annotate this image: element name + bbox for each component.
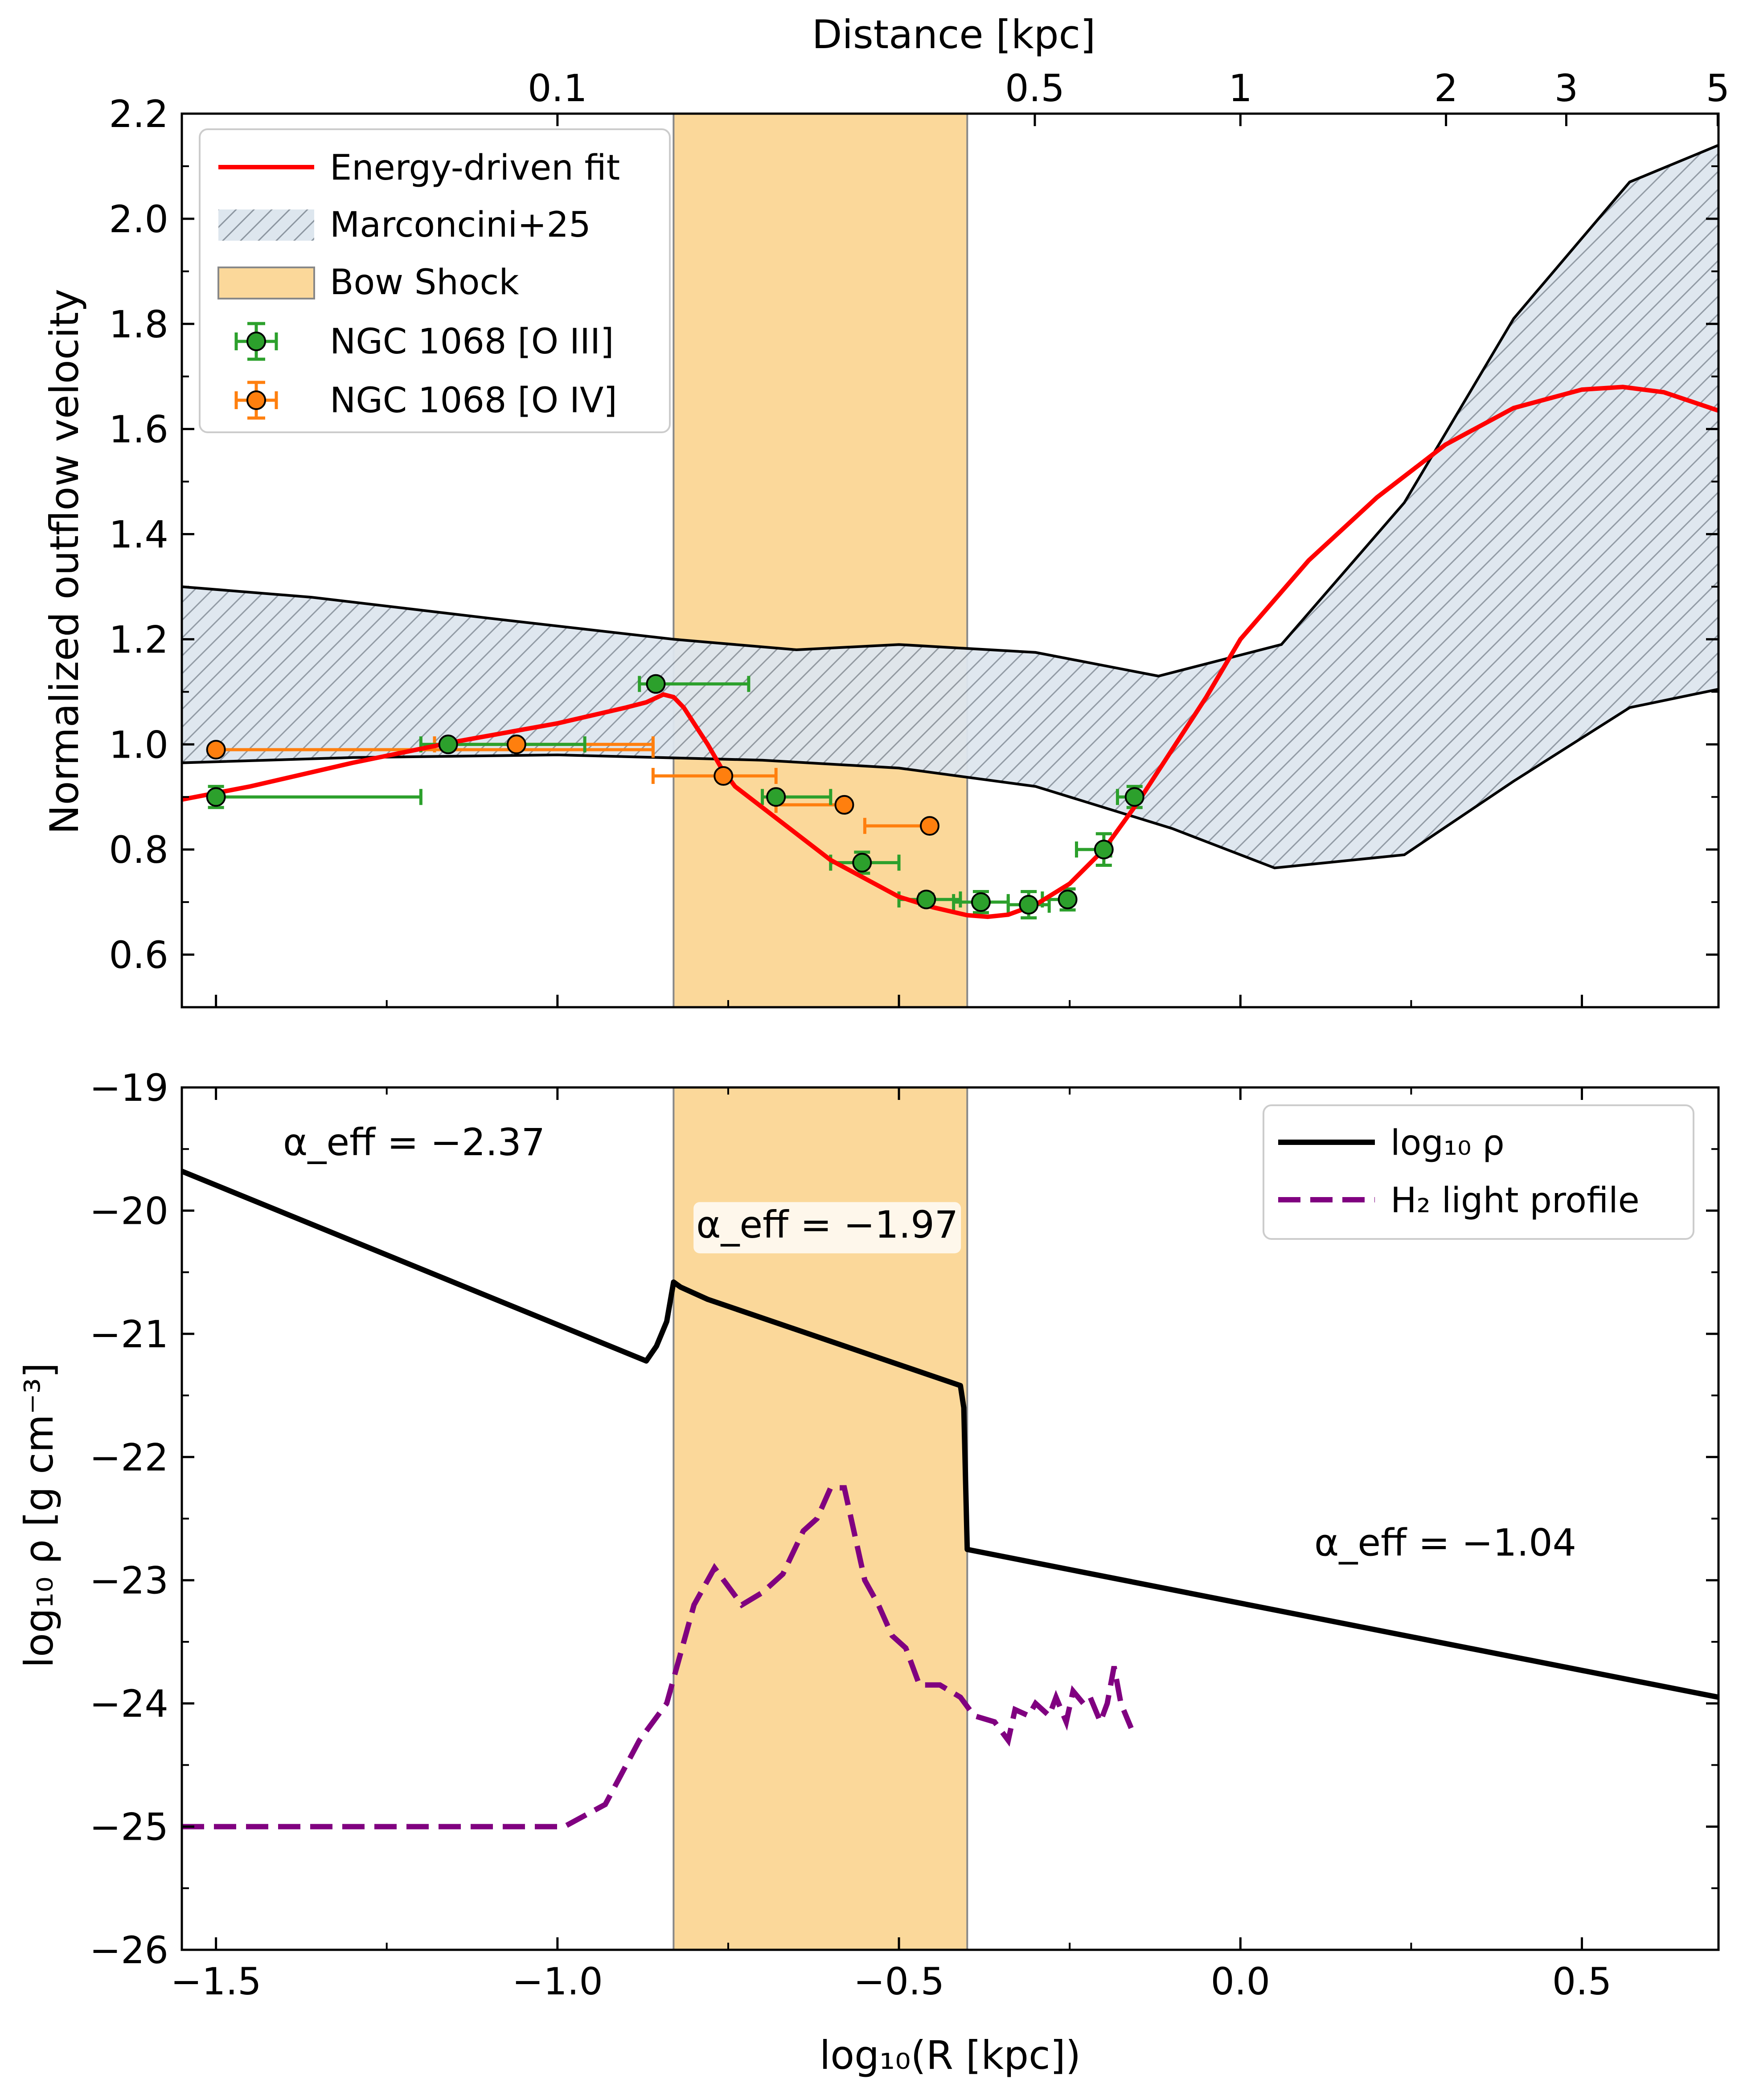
- distance-tick-label: 2: [1434, 66, 1458, 110]
- bottom-x-axis-title: log₁₀(R [kpc]): [820, 2032, 1081, 2078]
- energy-driven-fit-line: [182, 385, 1718, 919]
- alpha-annotations: α_eff = −2.37 α_eff = −1.97 α_eff = −1.04: [283, 1120, 1576, 1564]
- bottom-ytick-label: −20: [90, 1189, 168, 1233]
- bottom-ytick-label: −19: [90, 1066, 168, 1110]
- top-ytick-label: 1.0: [109, 723, 168, 767]
- bottom-xtick-label: 0.0: [1210, 1960, 1270, 2003]
- top-ytick-label: 1.2: [109, 618, 168, 661]
- oiii-point-10: [1124, 787, 1144, 807]
- oiii-point-5: [916, 890, 936, 910]
- bottom-xtick-label: −1.5: [171, 1960, 262, 2003]
- top-ytick-label: 2.2: [109, 92, 168, 136]
- oiii-point-9: [1094, 840, 1114, 860]
- band-upper-edge: [182, 144, 1718, 678]
- legend-oiv-label: NGC 1068 [O IV]: [330, 381, 617, 421]
- h2-light-profile-line: [182, 1485, 1134, 1829]
- oiii-point-1: [438, 734, 458, 755]
- bottom-panel: −26 −25 −24 −23 −22 −21 −20 −19 −1.5 −1.0 −0.5 0.0…: [16, 1000, 1720, 2078]
- legend-rho-label: log₁₀ ρ: [1390, 1123, 1505, 1163]
- top-distance-ticks: 0.1 0.5 1 2 3 5: [215, 66, 1730, 1007]
- oiv-point-0: [206, 740, 226, 760]
- legend-band-swatch: [218, 209, 314, 241]
- oiii-point-2: [646, 674, 666, 694]
- bottom-ytick-label: −21: [90, 1312, 168, 1356]
- distance-tick-label: 0.1: [528, 66, 587, 110]
- annotation-label-2: α_eff = −1.04: [1314, 1521, 1576, 1564]
- legend-shock-label: Bow Shock: [330, 262, 519, 303]
- bottom-legend-frame: [1263, 1104, 1694, 1240]
- oiv-point-2: [714, 766, 734, 786]
- oiii-point-6: [971, 892, 991, 912]
- legend-fit-label: Energy-driven fit: [330, 148, 620, 188]
- top-axis-title: Distance [kpc]: [812, 12, 1096, 57]
- oiv-point-3: [834, 795, 854, 815]
- bow-shock-region-top: [673, 113, 968, 1008]
- bottom-xtick-label: −1.0: [512, 1960, 603, 2003]
- bottom-ytick-label: −26: [90, 1928, 168, 1972]
- annotation-label-1: α_eff = −1.97: [696, 1203, 958, 1247]
- top-legend-frame: [199, 128, 671, 433]
- bottom-ytick-label: −23: [90, 1559, 168, 1603]
- legend-shock-swatch: [217, 267, 315, 299]
- oiii-point-4: [852, 853, 872, 873]
- legend-oiii-label: NGC 1068 [O III]: [330, 322, 614, 362]
- bottom-y-ticks: −26 −25 −24 −23 −22 −21 −20 −19: [90, 1066, 1718, 1972]
- top-y-axis-title: Normalized outflow velocity: [41, 289, 87, 834]
- top-panel: 0.6 0.8 1.0 1.2 1.4 1.6 1.8 2.0 2.2 0.1 0.5 1 2 3 5 D…: [41, 12, 1730, 1009]
- log-rho-line: [182, 1169, 1718, 1700]
- marconcini-band: [182, 144, 1718, 870]
- band-fill: [182, 145, 1718, 868]
- legend-oiv-swatch: [234, 381, 278, 420]
- top-legend: Energy-driven fit Marconcini+25 Bow Shoc…: [199, 128, 671, 433]
- legend-oiii-swatch: [234, 322, 278, 361]
- bottom-y-axis-title: log₁₀ ρ [g cm⁻³]: [16, 1363, 62, 1668]
- distance-tick-label: 0.5: [1005, 66, 1065, 110]
- bottom-x-ticks: −1.5 −1.0 −0.5 0.0 0.5: [171, 1000, 1612, 2003]
- bottom-legend: log₁₀ ρ H₂ light profile: [1263, 1104, 1694, 1240]
- top-ytick-label: 0.6: [109, 933, 168, 977]
- bottom-ytick-label: −25: [90, 1805, 168, 1849]
- bottom-ytick-label: −24: [90, 1682, 168, 1726]
- legend-band-label: Marconcini+25: [330, 205, 591, 245]
- oiv-point-1: [506, 734, 526, 755]
- data-points: [206, 674, 1144, 915]
- top-ytick-label: 0.8: [109, 828, 168, 872]
- oiii-point-0: [206, 787, 226, 807]
- annotation-box-1: [693, 1202, 961, 1254]
- distance-tick-label: 1: [1229, 66, 1252, 110]
- top-axes-frame: [180, 112, 1720, 1009]
- distance-tick-label: 5: [1706, 66, 1730, 110]
- oiii-point-3: [766, 787, 786, 807]
- bottom-ytick-label: −22: [90, 1436, 168, 1479]
- oiv-point-4: [920, 816, 940, 836]
- top-ytick-label: 1.8: [109, 303, 168, 346]
- bottom-xtick-label: −0.5: [853, 1960, 944, 2003]
- top-ytick-label: 1.6: [109, 408, 168, 451]
- oiii-point-8: [1058, 890, 1078, 910]
- legend-h2-label: H₂ light profile: [1390, 1181, 1640, 1221]
- oiii-point-7: [1019, 895, 1039, 915]
- distance-tick-label: 3: [1554, 66, 1578, 110]
- bottom-xtick-label: 0.5: [1552, 1960, 1612, 2003]
- band-lower-edge: [182, 688, 1718, 870]
- top-ytick-label: 1.4: [109, 513, 168, 557]
- annotation-label-0: α_eff = −2.37: [283, 1120, 545, 1164]
- top-y-ticks: 0.6 0.8 1.0 1.2 1.4 1.6 1.8 2.0 2.2: [109, 92, 1718, 1008]
- top-ytick-label: 2.0: [109, 197, 168, 241]
